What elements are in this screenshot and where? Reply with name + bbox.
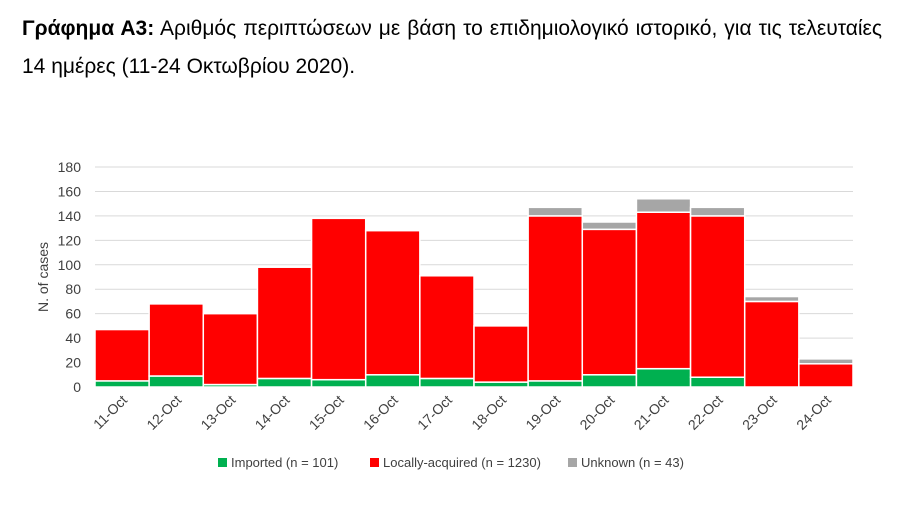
bar-segment bbox=[256, 377, 313, 388]
bar-segment bbox=[202, 312, 259, 386]
bar-segment bbox=[148, 375, 205, 388]
bar-segment bbox=[798, 363, 854, 388]
y-tick-label: 0 bbox=[73, 379, 81, 395]
figure-caption: Γράφημα Α3: Αριθμός περιπτώσεων με βάση … bbox=[22, 10, 882, 86]
y-tick-label: 140 bbox=[58, 208, 82, 224]
x-tick-label: 21-Oct bbox=[631, 392, 672, 433]
x-tick-label: 22-Oct bbox=[685, 392, 726, 433]
bar-segment bbox=[419, 377, 475, 388]
legend-label: Unknown (n = 43) bbox=[581, 455, 684, 470]
y-tick-label: 120 bbox=[58, 232, 82, 248]
x-tick-label: 24-Oct bbox=[793, 392, 834, 433]
y-tick-label: 60 bbox=[65, 306, 81, 322]
x-tick-label: 19-Oct bbox=[522, 392, 563, 433]
x-tick-label: 14-Oct bbox=[252, 392, 293, 433]
x-tick-label: 18-Oct bbox=[468, 392, 509, 433]
x-tick-label: 17-Oct bbox=[414, 392, 455, 433]
bar-segment bbox=[94, 380, 150, 388]
y-axis-label: N. of cases bbox=[35, 242, 51, 312]
y-tick-label: 20 bbox=[65, 355, 81, 371]
legend-swatch bbox=[370, 458, 379, 467]
bar-segment bbox=[94, 328, 150, 382]
legend: Imported (n = 101) Locally-acquired (n = … bbox=[218, 455, 684, 470]
x-tick-label: 16-Oct bbox=[360, 392, 401, 433]
bar-segment bbox=[635, 367, 692, 388]
x-tick-label: 13-Oct bbox=[197, 392, 238, 433]
bar-segment bbox=[310, 217, 367, 381]
x-tick-labels: 11-Oct 12-Oct 13-Oct 14-Oct 15-Oct 16-Oct 17-O… bbox=[90, 392, 834, 433]
bar-segment bbox=[743, 295, 800, 303]
bar-segment bbox=[527, 215, 584, 382]
x-tick-label: 20-Oct bbox=[576, 392, 617, 433]
bar-segment bbox=[419, 275, 475, 380]
legend-label: Imported (n = 101) bbox=[231, 455, 338, 470]
bar-segment bbox=[310, 378, 367, 388]
y-tick-label: 40 bbox=[65, 330, 81, 346]
x-tick-label: 11-Oct bbox=[90, 392, 130, 432]
bar-segment bbox=[581, 228, 638, 376]
y-tick-labels: 0 20 40 60 80 100 120 140 160 180 bbox=[58, 159, 82, 395]
bar-segment bbox=[689, 215, 746, 378]
legend-label: Locally-acquired (n = 1230) bbox=[383, 455, 541, 470]
bar-segment bbox=[581, 221, 638, 231]
bar-segment bbox=[635, 211, 692, 370]
x-tick-label: 15-Oct bbox=[306, 392, 347, 433]
bar-segment bbox=[148, 303, 205, 377]
x-tick-label: 23-Oct bbox=[739, 392, 780, 433]
y-tick-label: 80 bbox=[65, 281, 81, 297]
bar-segment bbox=[364, 374, 421, 388]
y-tick-label: 180 bbox=[58, 159, 82, 175]
bar-segment bbox=[256, 266, 313, 380]
bar-segment bbox=[364, 229, 421, 376]
bar-segment bbox=[473, 325, 529, 383]
bar-segment bbox=[798, 358, 854, 365]
caption-label: Γράφημα Α3: bbox=[22, 17, 155, 40]
caption-text: Αριθμός περιπτώσεων με βάση το επιδημιολ… bbox=[22, 17, 882, 78]
legend-swatch bbox=[218, 458, 227, 467]
bars bbox=[94, 198, 854, 388]
bar-segment bbox=[364, 228, 421, 232]
y-tick-label: 100 bbox=[58, 257, 82, 273]
bar-segment bbox=[743, 300, 800, 388]
bar-segment bbox=[635, 198, 692, 213]
bar-segment bbox=[527, 380, 584, 388]
y-tick-label: 160 bbox=[58, 183, 82, 199]
bar-segment bbox=[689, 206, 746, 217]
bar-segment bbox=[527, 206, 584, 217]
legend-swatch bbox=[568, 458, 577, 467]
bar-segment bbox=[689, 376, 746, 388]
bar-segment bbox=[581, 374, 638, 388]
x-tick-label: 12-Oct bbox=[143, 392, 184, 433]
